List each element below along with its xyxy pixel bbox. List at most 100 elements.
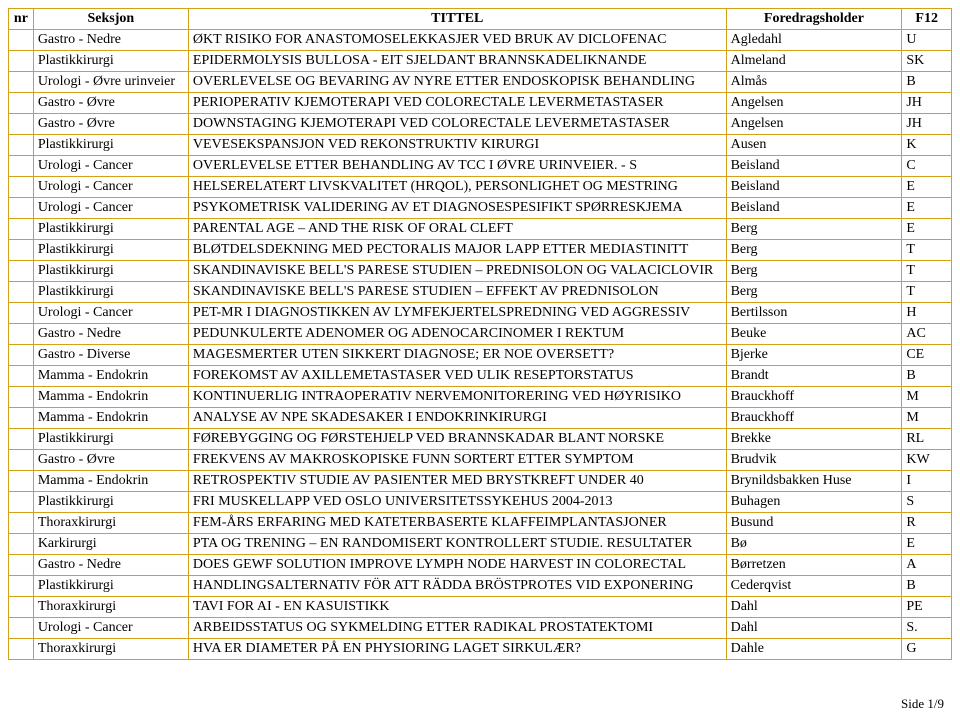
cell-foredrag: Almeland: [726, 51, 902, 72]
cell-f12: E: [902, 177, 952, 198]
col-nr: nr: [9, 9, 34, 30]
table-row: PlastikkirurgiSKANDINAVISKE BELL'S PARES…: [9, 261, 952, 282]
table-row: ThoraxkirurgiTAVI FOR AI - EN KASUISTIKK…: [9, 597, 952, 618]
cell-nr: [9, 51, 34, 72]
table-row: Urologi - Øvre urinveierOVERLEVELSE OG B…: [9, 72, 952, 93]
cell-f12: S.: [902, 618, 952, 639]
table-row: Urologi - CancerPET-MR I DIAGNOSTIKKEN A…: [9, 303, 952, 324]
col-tittel: TITTEL: [188, 9, 726, 30]
cell-nr: [9, 639, 34, 660]
cell-foredrag: Brandt: [726, 366, 902, 387]
cell-f12: E: [902, 198, 952, 219]
cell-nr: [9, 408, 34, 429]
cell-f12: CE: [902, 345, 952, 366]
cell-tittel: ØKT RISIKO FOR ANASTOMOSELEKKASJER VED B…: [188, 30, 726, 51]
cell-tittel: FØREBYGGING OG FØRSTEHJELP VED BRANNSKAD…: [188, 429, 726, 450]
cell-seksjon: Thoraxkirurgi: [33, 513, 188, 534]
cell-nr: [9, 366, 34, 387]
table-row: Gastro - ØvreDOWNSTAGING KJEMOTERAPI VED…: [9, 114, 952, 135]
cell-seksjon: Gastro - Nedre: [33, 555, 188, 576]
cell-foredrag: Berg: [726, 240, 902, 261]
table-row: PlastikkirurgiHANDLINGSALTERNATIV FÖR AT…: [9, 576, 952, 597]
cell-tittel: HANDLINGSALTERNATIV FÖR ATT RÄDDA BRÖSTP…: [188, 576, 726, 597]
cell-foredrag: Brauckhoff: [726, 387, 902, 408]
cell-nr: [9, 219, 34, 240]
cell-f12: R: [902, 513, 952, 534]
cell-f12: M: [902, 408, 952, 429]
cell-seksjon: Plastikkirurgi: [33, 492, 188, 513]
cell-nr: [9, 597, 34, 618]
cell-seksjon: Gastro - Øvre: [33, 450, 188, 471]
table-row: ThoraxkirurgiFEM-ÅRS ERFARING MED KATETE…: [9, 513, 952, 534]
cell-tittel: TAVI FOR AI - EN KASUISTIKK: [188, 597, 726, 618]
cell-foredrag: Brudvik: [726, 450, 902, 471]
cell-foredrag: Almås: [726, 72, 902, 93]
table-row: Gastro - NedrePEDUNKULERTE ADENOMER OG A…: [9, 324, 952, 345]
cell-f12: SK: [902, 51, 952, 72]
cell-seksjon: Mamma - Endokrin: [33, 408, 188, 429]
table-row: Gastro - DiverseMAGESMERTER UTEN SIKKERT…: [9, 345, 952, 366]
cell-tittel: FRI MUSKELLAPP VED OSLO UNIVERSITETSSYKE…: [188, 492, 726, 513]
cell-f12: B: [902, 72, 952, 93]
cell-nr: [9, 555, 34, 576]
cell-foredrag: Berg: [726, 219, 902, 240]
cell-tittel: OVERLEVELSE ETTER BEHANDLING AV TCC I ØV…: [188, 156, 726, 177]
cell-foredrag: Buhagen: [726, 492, 902, 513]
cell-seksjon: Thoraxkirurgi: [33, 639, 188, 660]
cell-nr: [9, 513, 34, 534]
cell-tittel: VEVESEKSPANSJON VED REKONSTRUKTIV KIRURG…: [188, 135, 726, 156]
cell-nr: [9, 303, 34, 324]
cell-nr: [9, 618, 34, 639]
cell-f12: E: [902, 534, 952, 555]
cell-seksjon: Gastro - Nedre: [33, 324, 188, 345]
cell-f12: KW: [902, 450, 952, 471]
table-row: Urologi - CancerOVERLEVELSE ETTER BEHAND…: [9, 156, 952, 177]
cell-seksjon: Gastro - Øvre: [33, 93, 188, 114]
cell-f12: B: [902, 366, 952, 387]
cell-tittel: DOES GEWF SOLUTION IMPROVE LYMPH NODE HA…: [188, 555, 726, 576]
cell-seksjon: Gastro - Diverse: [33, 345, 188, 366]
table-row: Mamma - EndokrinANALYSE AV NPE SKADESAKE…: [9, 408, 952, 429]
cell-f12: M: [902, 387, 952, 408]
cell-f12: E: [902, 219, 952, 240]
cell-tittel: KONTINUERLIG INTRAOPERATIV NERVEMONITORE…: [188, 387, 726, 408]
table-row: Urologi - CancerARBEIDSSTATUS OG SYKMELD…: [9, 618, 952, 639]
cell-nr: [9, 135, 34, 156]
cell-nr: [9, 429, 34, 450]
cell-f12: T: [902, 240, 952, 261]
cell-tittel: SKANDINAVISKE BELL'S PARESE STUDIEN – EF…: [188, 282, 726, 303]
cell-seksjon: Plastikkirurgi: [33, 219, 188, 240]
cell-foredrag: Bjerke: [726, 345, 902, 366]
cell-foredrag: Dahle: [726, 639, 902, 660]
table-row: Urologi - CancerPSYKOMETRISK VALIDERING …: [9, 198, 952, 219]
cell-foredrag: Beisland: [726, 156, 902, 177]
cell-f12: A: [902, 555, 952, 576]
cell-nr: [9, 282, 34, 303]
cell-nr: [9, 156, 34, 177]
table-row: Mamma - EndokrinFOREKOMST AV AXILLEMETAS…: [9, 366, 952, 387]
cell-nr: [9, 30, 34, 51]
cell-foredrag: Berg: [726, 282, 902, 303]
cell-nr: [9, 471, 34, 492]
cell-foredrag: Angelsen: [726, 93, 902, 114]
cell-nr: [9, 534, 34, 555]
table-row: Mamma - EndokrinKONTINUERLIG INTRAOPERAT…: [9, 387, 952, 408]
cell-tittel: EPIDERMOLYSIS BULLOSA - EIT SJELDANT BRA…: [188, 51, 726, 72]
cell-tittel: ANALYSE AV NPE SKADESAKER I ENDOKRINKIRU…: [188, 408, 726, 429]
table-row: PlastikkirurgiFRI MUSKELLAPP VED OSLO UN…: [9, 492, 952, 513]
cell-nr: [9, 576, 34, 597]
cell-seksjon: Plastikkirurgi: [33, 135, 188, 156]
cell-foredrag: Beuke: [726, 324, 902, 345]
table-row: Gastro - ØvreFREKVENS AV MAKROSKOPISKE F…: [9, 450, 952, 471]
cell-tittel: MAGESMERTER UTEN SIKKERT DIAGNOSE; ER NO…: [188, 345, 726, 366]
table-row: Gastro - NedreDOES GEWF SOLUTION IMPROVE…: [9, 555, 952, 576]
cell-seksjon: Mamma - Endokrin: [33, 387, 188, 408]
cell-f12: H: [902, 303, 952, 324]
cell-nr: [9, 261, 34, 282]
cell-nr: [9, 240, 34, 261]
cell-seksjon: Urologi - Øvre urinveier: [33, 72, 188, 93]
cell-nr: [9, 93, 34, 114]
cell-tittel: PARENTAL AGE – AND THE RISK OF ORAL CLEF…: [188, 219, 726, 240]
cell-f12: PE: [902, 597, 952, 618]
cell-tittel: PEDUNKULERTE ADENOMER OG ADENOCARCINOMER…: [188, 324, 726, 345]
